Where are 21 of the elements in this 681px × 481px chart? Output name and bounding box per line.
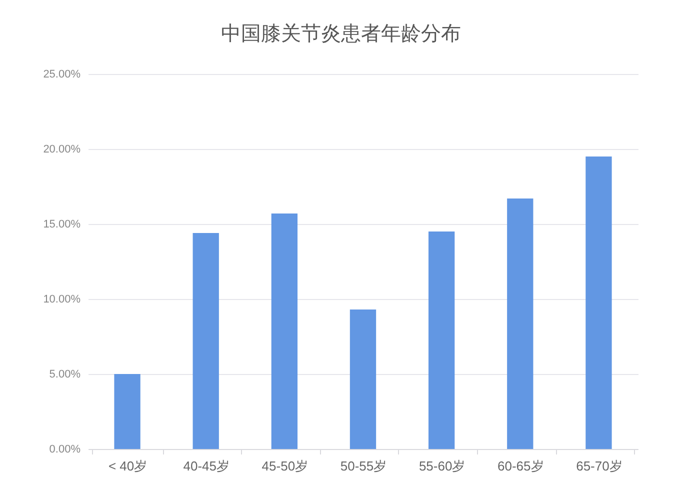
x-tick-label: < 40岁: [108, 458, 148, 474]
y-tick-label: 0.00%: [49, 444, 81, 456]
x-tick-label: 45-50岁: [262, 458, 308, 474]
x-tick-label: 65-70岁: [576, 458, 622, 474]
y-tick-label: 25.00%: [43, 68, 81, 80]
x-tick-label: 50-55岁: [340, 458, 387, 474]
bar: [428, 232, 455, 449]
y-tick-label: 5.00%: [49, 368, 81, 380]
x-tick-label: 60-65岁: [498, 458, 544, 474]
x-tick-label: 40-45岁: [183, 458, 230, 474]
bar: [271, 214, 298, 449]
x-tick-label: 55-60岁: [418, 458, 466, 474]
y-tick-label: 15.00%: [43, 218, 81, 230]
bar: [114, 374, 140, 449]
bar: [586, 156, 612, 449]
bar: [507, 198, 534, 449]
chart-title: 中国膝关节炎患者年龄分布: [221, 23, 461, 45]
y-tick-label: 20.00%: [43, 144, 81, 156]
bar: [350, 310, 376, 449]
bar: [192, 233, 219, 449]
y-tick-label: 10.00%: [43, 294, 81, 306]
